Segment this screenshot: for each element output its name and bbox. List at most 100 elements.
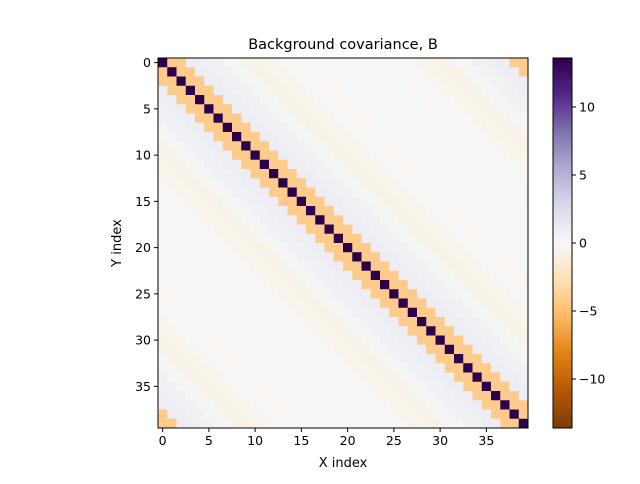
heatmap-cell (444, 289, 455, 299)
heatmap-cell (324, 326, 335, 336)
heatmap-cell (222, 159, 233, 170)
heatmap-cell (343, 85, 353, 96)
heatmap-cell (518, 233, 529, 244)
heatmap-cell (463, 224, 473, 235)
heatmap-cell (491, 326, 501, 336)
heatmap-cell (435, 354, 446, 364)
heatmap-cell (306, 113, 316, 124)
heatmap-cell (454, 409, 464, 420)
heatmap-cell (287, 363, 298, 373)
heatmap-cell (481, 113, 492, 124)
heatmap-cell (426, 261, 436, 272)
heatmap-cell (407, 354, 418, 364)
heatmap-cell (361, 307, 372, 318)
heatmap-cell (333, 169, 344, 179)
heatmap-cell (195, 261, 205, 272)
heatmap-cell (333, 381, 344, 392)
heatmap-cell (472, 307, 483, 318)
heatmap-cell (518, 335, 529, 346)
heatmap-cell (389, 141, 399, 151)
heatmap-cell (213, 206, 224, 216)
heatmap-cell (176, 196, 187, 207)
heatmap-cell (278, 409, 288, 420)
heatmap-cell (509, 122, 520, 133)
heatmap-cell (324, 400, 335, 410)
heatmap-cell (250, 132, 261, 142)
heatmap-cell (352, 307, 362, 318)
heatmap-cell (195, 206, 205, 216)
heatmap-cell (324, 391, 335, 401)
heatmap-cell (167, 354, 177, 364)
heatmap-cell (491, 289, 501, 299)
heatmap-cell (296, 104, 307, 114)
heatmap-cell (398, 178, 409, 188)
heatmap-cell (167, 58, 177, 68)
heatmap-cell (287, 326, 298, 336)
heatmap-cell (232, 67, 242, 77)
heatmap-cell (407, 270, 418, 281)
heatmap-cell (185, 104, 196, 114)
heatmap-cell (352, 233, 362, 244)
heatmap-cell (407, 243, 418, 253)
heatmap-cell (241, 363, 251, 373)
heatmap-cell (352, 169, 362, 179)
heatmap-cell (195, 317, 205, 327)
heatmap-cell (278, 224, 288, 235)
heatmap-cell (435, 159, 446, 170)
heatmap-cell (306, 243, 316, 253)
heatmap-cell (167, 317, 177, 327)
heatmap-cell (195, 122, 205, 133)
heatmap-cell (250, 95, 261, 105)
heatmap-cell (343, 95, 353, 105)
heatmap-cell (195, 104, 205, 114)
heatmap-cell (444, 381, 455, 392)
heatmap-cell (213, 372, 224, 383)
heatmap-cell (389, 326, 399, 336)
heatmap-cell (241, 326, 251, 336)
heatmap-cell (250, 85, 261, 96)
heatmap-cell (352, 122, 362, 133)
heatmap-cell (222, 178, 233, 188)
heatmap-cell (417, 224, 427, 235)
heatmap-cell (343, 381, 353, 392)
heatmap-cell (500, 141, 510, 151)
heatmap-cell (518, 372, 529, 383)
heatmap-cell (472, 224, 483, 235)
heatmap-cell (185, 335, 196, 346)
heatmap-cell (407, 289, 418, 299)
heatmap-cell (518, 206, 529, 216)
heatmap-cell (491, 270, 501, 281)
heatmap-cell (370, 243, 381, 253)
heatmap-cell (509, 187, 520, 198)
heatmap-cell (232, 132, 242, 142)
heatmap-cell (389, 224, 399, 235)
heatmap-cell (250, 270, 261, 281)
heatmap-cell (380, 141, 390, 151)
heatmap-cell (167, 169, 177, 179)
heatmap-cell (417, 317, 427, 327)
heatmap-cell (500, 391, 510, 401)
heatmap-cell (352, 354, 362, 364)
heatmap-cell (361, 150, 372, 161)
heatmap-cell (250, 381, 261, 392)
heatmap-cell (352, 372, 362, 383)
heatmap-cell (426, 289, 436, 299)
heatmap-cell (426, 418, 436, 429)
heatmap-cell (444, 418, 455, 429)
heatmap-cell (213, 122, 224, 133)
heatmap-cell (287, 381, 298, 392)
heatmap-cell (370, 354, 381, 364)
heatmap-cell (250, 122, 261, 133)
heatmap-cell (389, 67, 399, 77)
heatmap-cell (259, 381, 270, 392)
heatmap-cell (195, 95, 205, 105)
heatmap-cell (167, 363, 177, 373)
heatmap-cell (454, 289, 464, 299)
heatmap-cell (509, 335, 520, 346)
heatmap-cell (491, 391, 501, 401)
heatmap-cell (444, 104, 455, 114)
heatmap-cell (250, 178, 261, 188)
heatmap-cell (444, 252, 455, 262)
heatmap-cell (195, 85, 205, 96)
